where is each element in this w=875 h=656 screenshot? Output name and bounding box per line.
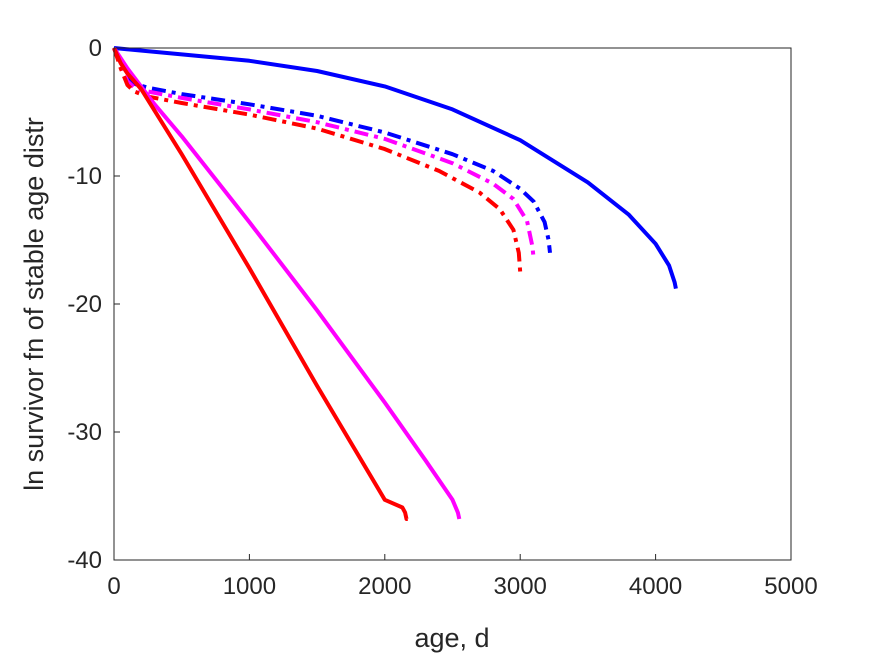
y-axis: 0 -10 -20 -30 -40 bbox=[67, 35, 120, 574]
y-tick-label: 0 bbox=[89, 35, 102, 62]
series-layer bbox=[112, 46, 678, 521]
series-line-4 bbox=[112, 47, 523, 273]
series-line-6 bbox=[112, 47, 409, 521]
x-tick-label: 2000 bbox=[358, 573, 411, 600]
x-tick-label: 0 bbox=[107, 573, 120, 600]
y-tick-label: -30 bbox=[67, 419, 102, 446]
x-axis: 0 1000 2000 3000 4000 5000 bbox=[107, 554, 818, 600]
series-line-3 bbox=[112, 47, 536, 260]
series-line-2 bbox=[112, 47, 552, 254]
x-tick-label: 1000 bbox=[223, 573, 276, 600]
x-tick-label: 4000 bbox=[629, 573, 682, 600]
y-tick-label: -20 bbox=[67, 291, 102, 318]
plot-area bbox=[114, 48, 791, 560]
x-tick-label: 3000 bbox=[494, 573, 547, 600]
y-tick-label: -40 bbox=[67, 547, 102, 574]
y-tick-label: -10 bbox=[67, 163, 102, 190]
x-axis-title: age, d bbox=[414, 623, 489, 653]
y-axis-title: ln survivor fn of stable age distr bbox=[19, 117, 49, 491]
x-tick-label: 5000 bbox=[764, 573, 817, 600]
series-line-1 bbox=[113, 46, 678, 289]
